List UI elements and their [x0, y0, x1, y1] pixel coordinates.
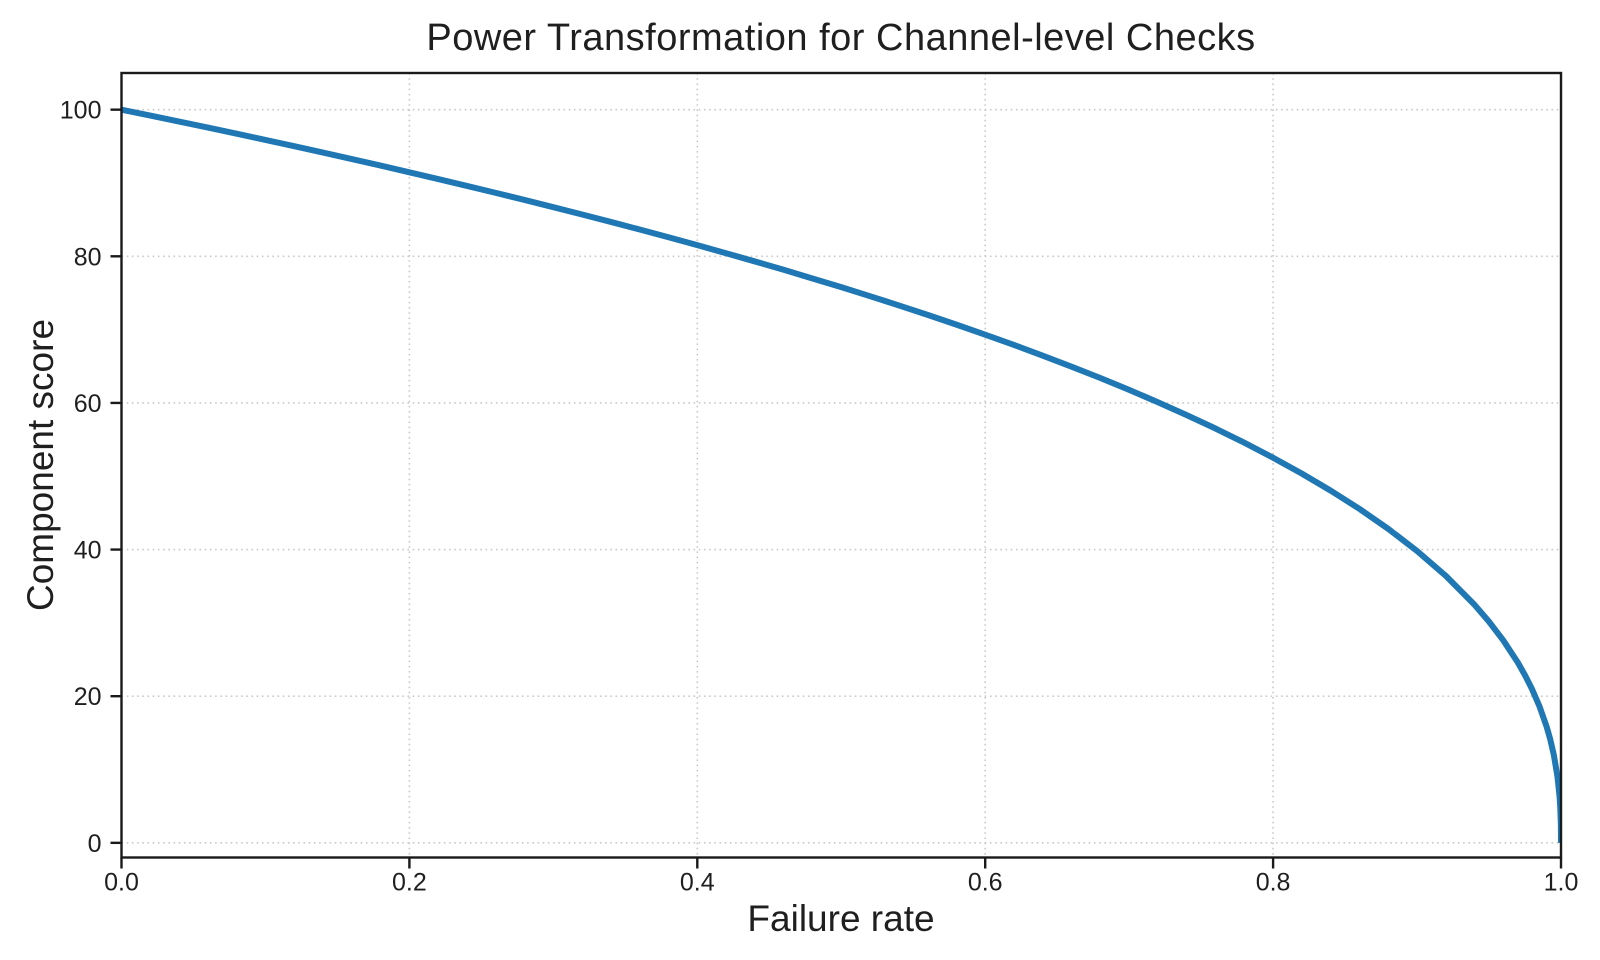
y-tick-label: 40 [74, 537, 102, 565]
y-tick-label: 60 [74, 390, 102, 418]
chart-title: Power Transformation for Channel-level C… [426, 17, 1255, 59]
spine-layer [120, 71, 1563, 859]
series-layer [121, 106, 1561, 843]
x-tick-label: 0.2 [392, 869, 427, 897]
y-axis-label: Component score [20, 319, 61, 611]
y-tick-label: 100 [60, 97, 102, 125]
x-tick-label: 0.0 [104, 869, 139, 897]
x-tick-label: 0.6 [968, 869, 1003, 897]
y-tick-label: 20 [74, 683, 102, 711]
grid-layer [120, 73, 1562, 858]
x-axis-label: Failure rate [747, 898, 934, 939]
y-tick-label: 0 [88, 830, 102, 858]
x-tick-label: 1.0 [1544, 869, 1579, 897]
y-tick-label: 80 [74, 243, 102, 271]
tick-layer: 0.0 0.2 0.4 0.6 0.8 1.0 0 20 40 60 80 100 [60, 97, 1579, 897]
score-curve [121, 106, 1561, 843]
x-tick-label: 0.4 [680, 869, 715, 897]
axes-spines [120, 71, 1563, 859]
x-tick-label: 0.8 [1256, 869, 1291, 897]
